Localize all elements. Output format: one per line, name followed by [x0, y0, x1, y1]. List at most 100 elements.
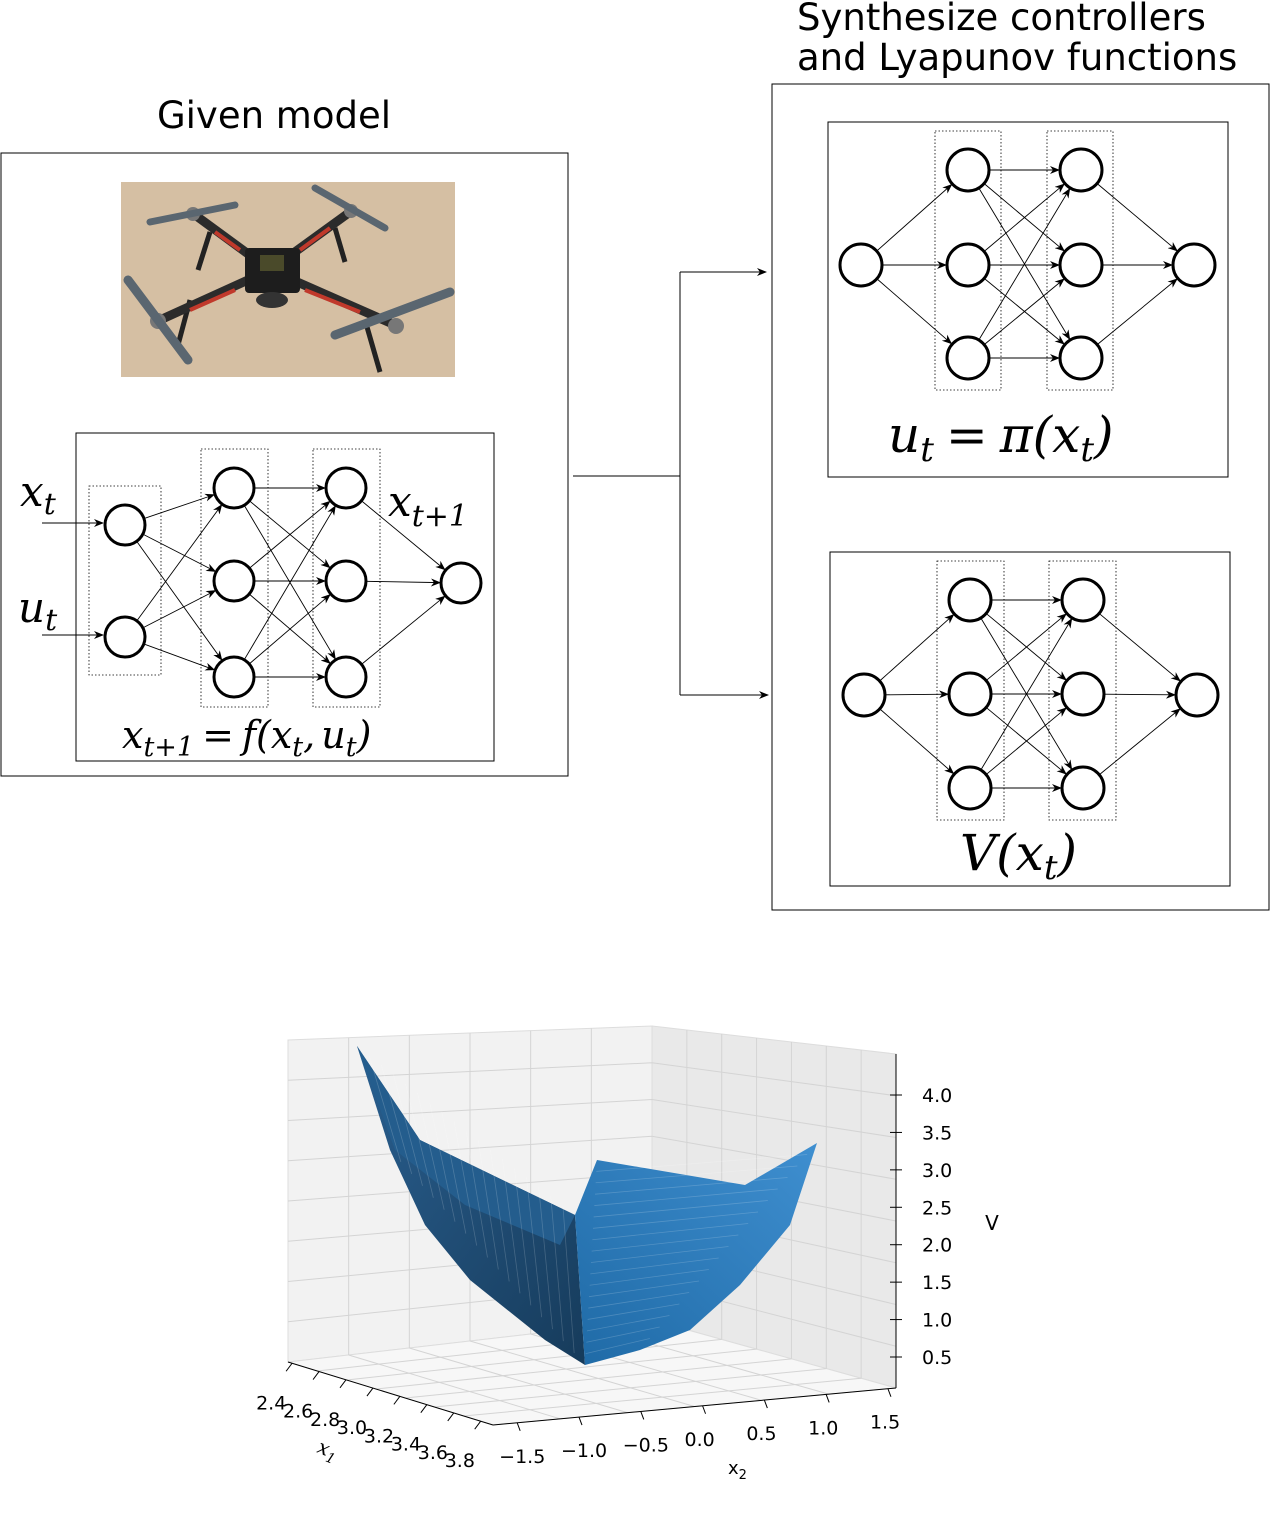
connector-arrows [573, 268, 769, 699]
dyn-edge [142, 533, 217, 572]
dyn-edge [248, 594, 331, 665]
lyap-node [841, 672, 887, 718]
dyn-edge [361, 595, 446, 665]
ctrl-edge [1096, 183, 1178, 252]
x1-tick [366, 1387, 374, 1397]
controller-network [838, 130, 1217, 391]
dyn-node [212, 559, 256, 603]
lyap-node [947, 671, 993, 717]
z-tick-label: 3.5 [922, 1122, 952, 1144]
lyap-node [1060, 577, 1106, 623]
x1-tick [393, 1396, 401, 1405]
ctrl-node [945, 242, 991, 288]
lyap-edge [985, 613, 1067, 681]
lyap-edge [1103, 690, 1177, 699]
dyn-edge [249, 500, 331, 569]
lyapunov-network-frame [829, 551, 1231, 887]
x2-tick-label: −1.5 [499, 1446, 545, 1468]
dyn-edge [142, 590, 217, 629]
dyn-edge [143, 643, 216, 671]
lyap-edge [884, 690, 950, 699]
synth-frame [771, 83, 1270, 911]
dyn-node [324, 466, 368, 510]
lyap-node [1060, 671, 1106, 717]
x1-tick-label: 2.8 [310, 1409, 340, 1431]
x1-axis-label: x1 [313, 1434, 342, 1468]
lyap-node [1174, 672, 1220, 718]
ctrl-edge [978, 187, 1071, 341]
x1-tick-label: 2.6 [283, 1401, 313, 1423]
x2-tick-label: 1.0 [808, 1417, 838, 1439]
x1-tick [312, 1371, 320, 1380]
z-tick-label: 2.5 [922, 1197, 952, 1219]
given-model-title: Given model [157, 94, 391, 137]
controller-network-frame [827, 121, 1229, 478]
x2-tick-label: −1.0 [561, 1440, 607, 1462]
z-tick-label: 1.0 [922, 1310, 952, 1332]
z-tick-label: 1.5 [922, 1272, 952, 1294]
lyap-edge [980, 617, 1073, 771]
dynamics-network-frame [75, 432, 495, 762]
synth-title-line1: Synthesize controllers [797, 0, 1206, 39]
dyn-layer-box [88, 485, 162, 676]
lyap-edge [879, 614, 955, 682]
lyap-edge [985, 613, 1067, 681]
dyn-edge [249, 500, 331, 569]
x2-tick [516, 1422, 521, 1431]
lyap-edge [879, 708, 955, 775]
synth-title-line2: and Lyapunov functions [797, 36, 1237, 79]
lyapunov-network [841, 560, 1220, 821]
z-tick-label: 4.0 [922, 1085, 952, 1107]
lyap-layer-box [936, 560, 1005, 821]
quadcopter-drone-photo [121, 182, 455, 377]
lyap-edge [985, 707, 1067, 775]
lyap-edge [1098, 708, 1181, 776]
x2-tick [640, 1411, 645, 1420]
ctrl-edge [983, 183, 1065, 252]
dyn-edge [365, 578, 442, 587]
z-tick-label: 2.0 [922, 1235, 952, 1257]
z-axis-label: V [985, 1211, 999, 1235]
input-x-label: xt [20, 467, 57, 522]
ctrl-edge [983, 278, 1065, 346]
dyn-node [324, 559, 368, 603]
dyn-node [212, 655, 256, 699]
ctrl-edge [1096, 278, 1178, 346]
x1-tick [447, 1412, 455, 1422]
dyn-node [212, 466, 256, 510]
lyap-node [947, 765, 993, 811]
ctrl-edge [876, 278, 953, 345]
ctrl-layer-box [934, 130, 1002, 391]
x2-tick [702, 1405, 707, 1414]
dyn-edge [248, 593, 331, 664]
dynamics-equation: xt+1 = f(xt, ut) [122, 713, 371, 763]
lyap-layer-box [1048, 560, 1117, 821]
x2-tick [763, 1399, 768, 1409]
x2-tick-label: 1.5 [870, 1412, 900, 1434]
surface-left-upper [357, 1046, 575, 1245]
x1-tick-label: 2.4 [256, 1392, 286, 1414]
lyap-node [1060, 765, 1106, 811]
z-tick-label: 3.0 [922, 1160, 952, 1182]
x1-tick [285, 1362, 293, 1372]
x2-tick [887, 1388, 892, 1397]
ctrl-layer-box [1046, 130, 1114, 391]
output-x-label: xt+1 [388, 477, 468, 534]
dyn-edge [136, 504, 223, 622]
lyap-node [947, 577, 993, 623]
x1-tick-label: 3.0 [337, 1417, 367, 1439]
dyn-layer-box [200, 448, 269, 708]
dyn-edge [361, 500, 446, 571]
x2-tick [825, 1394, 830, 1403]
input-u-label: ut [18, 583, 58, 638]
ctrl-edge [983, 183, 1065, 252]
ctrl-node [1058, 335, 1104, 381]
ctrl-node [838, 242, 884, 288]
ctrl-node [945, 335, 991, 381]
x1-tick-label: 3.8 [445, 1450, 475, 1472]
x2-axis-label: x2 [728, 1458, 747, 1483]
x1-tick-label: 3.6 [418, 1442, 448, 1464]
ctrl-node [1171, 242, 1217, 288]
dyn-edge [143, 493, 216, 519]
